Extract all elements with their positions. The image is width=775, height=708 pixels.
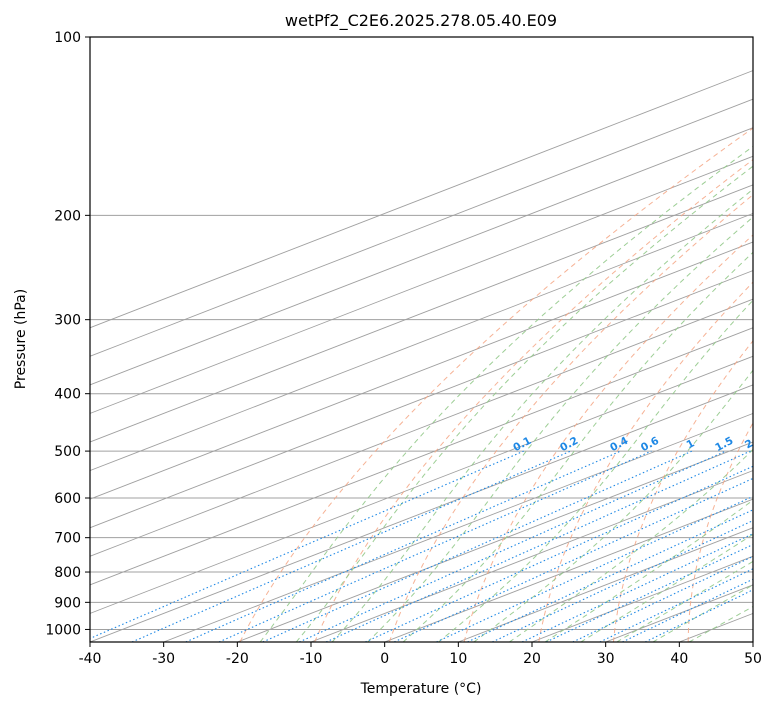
moist-adiabat-line xyxy=(331,188,753,642)
x-tick-label: 20 xyxy=(523,651,541,667)
mixing-ratio-line xyxy=(218,450,652,642)
isotherm-gridline xyxy=(90,241,753,500)
moist-adiabat-line xyxy=(544,499,753,642)
moist-adiabat-line xyxy=(295,165,753,642)
isotherm-gridline xyxy=(90,155,753,414)
x-tick-label: 50 xyxy=(744,651,762,667)
grid-layer xyxy=(90,37,753,642)
plot-frame xyxy=(89,36,754,643)
x-tick-label: 10 xyxy=(449,651,467,667)
x-tick-label: -20 xyxy=(226,651,249,667)
x-tick-label: -10 xyxy=(300,651,323,667)
moist-adiabat-line xyxy=(473,369,753,642)
chart-title: wetPf2_C2E6.2025.278.05.40.E09 xyxy=(285,11,557,31)
isotherm-gridline xyxy=(384,498,753,642)
x-tick-label: 0 xyxy=(380,651,389,667)
isotherm-gridline xyxy=(90,184,753,443)
isotherm-gridline xyxy=(90,98,753,357)
isotherm-gridline xyxy=(90,70,753,329)
y-tick-label: 200 xyxy=(54,208,81,224)
isotherm-gridline xyxy=(458,527,753,642)
isotherm-gridline xyxy=(90,212,753,472)
y-tick-label: 500 xyxy=(54,444,81,460)
y-tick-label: 300 xyxy=(54,313,81,329)
isotherm-gridline xyxy=(90,327,753,586)
mixing-ratio-line xyxy=(492,519,753,642)
moist-adiabat-line xyxy=(616,560,753,642)
dry-adiabat-line xyxy=(613,340,753,642)
isotherm-gridline xyxy=(90,127,753,386)
y-tick-label: 100 xyxy=(54,30,81,46)
x-tick-label: 40 xyxy=(670,651,688,667)
isotherm-gridline xyxy=(90,355,753,614)
x-tick-label: 30 xyxy=(597,651,615,667)
isotherm-gridline xyxy=(310,470,753,642)
axis-tick-layer: -40 -30 -20 -10 0 10 20 30 40 50 100 200 300 400 500 60… xyxy=(45,30,762,667)
moist-adiabat-line xyxy=(438,299,753,642)
y-tick-label: 900 xyxy=(54,595,81,611)
y-tick-label: 700 xyxy=(54,531,81,547)
isotherm-gridline xyxy=(237,441,753,642)
mixing-ratio-line xyxy=(393,477,753,642)
y-tick-label: 800 xyxy=(54,565,81,581)
mixing-ratio-line xyxy=(90,450,524,640)
mixing-ratio-line xyxy=(298,450,726,642)
isotherm-gridline xyxy=(90,298,753,557)
y-tick-label: 400 xyxy=(54,387,81,403)
moist-adiabat-line xyxy=(652,584,753,642)
mixing-ratio-line xyxy=(365,465,753,642)
x-tick-label: -30 xyxy=(152,651,175,667)
y-axis-label: Pressure (hPa) xyxy=(13,289,29,389)
x-axis-label: Temperature (°C) xyxy=(360,681,482,697)
moist-adiabat-line xyxy=(509,448,753,642)
moist-adiabat-line xyxy=(367,216,753,642)
isotherm-gridline xyxy=(90,384,753,642)
mixing-ratio-line xyxy=(436,495,753,642)
dry-adiabat-line xyxy=(314,158,753,642)
mixing-ratio-line xyxy=(325,450,751,642)
isotherm-gridline xyxy=(163,412,753,642)
y-tick-label: 600 xyxy=(54,491,81,507)
dry-adiabat-line xyxy=(538,281,753,642)
x-tick-label: -40 xyxy=(79,651,102,667)
dry-adiabat-line xyxy=(239,127,753,642)
moist-adiabat-line xyxy=(402,251,753,642)
mixing-ratio-label: 2 xyxy=(743,437,755,451)
dry-adiabat-line xyxy=(388,194,753,642)
moist-adiabat-line xyxy=(259,145,753,642)
isotherm-gridline xyxy=(90,270,753,529)
y-tick-label: 1000 xyxy=(45,622,81,638)
